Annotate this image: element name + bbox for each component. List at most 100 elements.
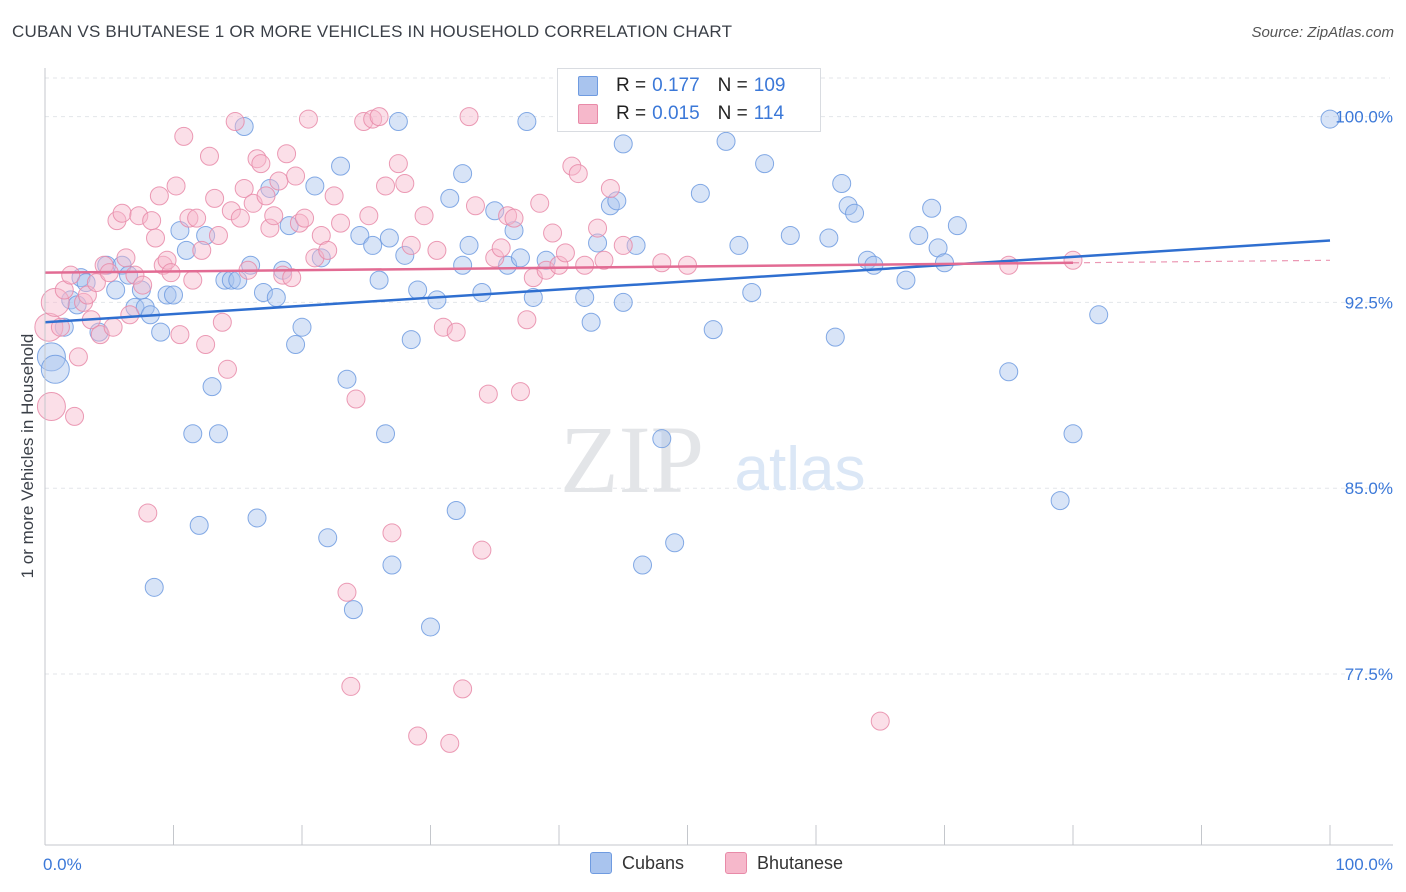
- point-cubans: [253, 283, 273, 303]
- point-cubans: [369, 270, 389, 290]
- point-bhutanese: [376, 176, 396, 196]
- point-cubans: [600, 196, 620, 216]
- point-bhutanese: [414, 206, 434, 226]
- point-cubans: [76, 273, 96, 293]
- point-cubans: [665, 533, 685, 553]
- watermark-atlas: atlas: [735, 435, 866, 504]
- point-cubans: [523, 287, 543, 307]
- point-cubans: [395, 245, 415, 265]
- point-cubans: [716, 131, 736, 151]
- point-cubans: [208, 424, 228, 444]
- point-bhutanese: [536, 260, 556, 280]
- trend-line-bhutanese-extension: [1072, 259, 1331, 264]
- point-cubans: [922, 198, 942, 218]
- point-cubans: [845, 203, 865, 223]
- point-bhutanese: [192, 240, 212, 260]
- point-bhutanese: [277, 144, 297, 164]
- point-bhutanese: [187, 208, 207, 228]
- point-bhutanese: [286, 166, 306, 186]
- point-bhutanese: [652, 253, 672, 273]
- point-bhutanese: [146, 228, 166, 248]
- y-tick-label: 85.0%: [1345, 479, 1393, 498]
- legend-n-value: 114: [753, 103, 785, 124]
- point-cubans: [427, 290, 447, 310]
- point-cubans: [292, 317, 312, 337]
- legend-n-value: 109: [753, 75, 786, 96]
- point-cubans: [1089, 305, 1109, 325]
- legend-swatch-bhutanese: [725, 852, 747, 874]
- point-cubans: [305, 176, 325, 196]
- point-cubans: [1063, 424, 1083, 444]
- point-cubans: [388, 112, 408, 132]
- point-cubans: [106, 280, 126, 300]
- point-cubans: [36, 342, 66, 372]
- legend-label-cubans: Cubans: [622, 852, 685, 873]
- point-cubans: [337, 369, 357, 389]
- point-bhutanese: [472, 540, 492, 560]
- point-cubans: [819, 228, 839, 248]
- point-cubans: [909, 226, 929, 246]
- point-bhutanese: [341, 676, 361, 696]
- y-tick-label: 100.0%: [1335, 108, 1393, 127]
- point-bhutanese: [568, 164, 588, 184]
- point-cubans: [286, 335, 306, 355]
- point-bhutanese: [86, 273, 106, 293]
- point-cubans: [311, 248, 331, 268]
- legend-swatch-cubans: [590, 852, 612, 874]
- point-bhutanese: [337, 582, 357, 602]
- point-bhutanese: [298, 109, 318, 129]
- point-bhutanese: [324, 186, 344, 206]
- point-cubans: [838, 196, 858, 216]
- point-bhutanese: [600, 178, 620, 198]
- point-bhutanese: [453, 679, 473, 699]
- point-bhutanese: [256, 186, 276, 206]
- stats-legend: R = 0.177 N = 109 R = 0.015 N = 114: [557, 68, 821, 132]
- point-bhutanese: [510, 382, 530, 402]
- point-bhutanese: [613, 235, 633, 255]
- point-cubans: [896, 270, 916, 290]
- point-bhutanese: [427, 240, 447, 260]
- point-cubans: [652, 429, 672, 449]
- point-bhutanese: [282, 268, 302, 288]
- point-bhutanese: [530, 193, 550, 213]
- point-bhutanese: [138, 503, 158, 523]
- x-tick-label: 0.0%: [43, 855, 82, 874]
- legend-swatch-bhutanese: [578, 104, 598, 124]
- point-cubans: [151, 322, 171, 342]
- point-cubans: [421, 617, 440, 637]
- point-cubans: [999, 362, 1019, 382]
- point-bhutanese: [485, 248, 505, 268]
- legend-n-label: N =: [717, 75, 748, 96]
- point-bhutanese: [408, 726, 428, 746]
- watermark-zip: ZIP: [560, 406, 704, 513]
- trend-lines: [44, 239, 1331, 324]
- point-bhutanese: [369, 107, 389, 127]
- point-cubans: [690, 183, 710, 203]
- point-bhutanese: [594, 250, 614, 270]
- legend-r-label: R =: [616, 75, 647, 96]
- point-cubans: [755, 154, 775, 174]
- point-cubans: [453, 164, 473, 184]
- legend-row-cubans: R = 0.177 N = 109: [578, 73, 785, 99]
- point-cubans: [832, 173, 852, 193]
- data-points: [34, 107, 1340, 753]
- point-bhutanese: [68, 347, 88, 367]
- point-bhutanese: [149, 186, 169, 206]
- point-cubans: [613, 292, 633, 312]
- legend-row-bhutanese: R = 0.015 N = 114: [578, 101, 784, 127]
- point-cubans: [144, 577, 164, 597]
- point-bhutanese: [264, 206, 284, 226]
- point-bhutanese: [251, 154, 271, 174]
- legend-item-bhutanese[interactable]: Bhutanese: [725, 852, 843, 874]
- point-cubans: [947, 216, 967, 236]
- point-bhutanese: [331, 213, 351, 233]
- point-bhutanese: [120, 305, 140, 325]
- point-bhutanese: [269, 171, 289, 191]
- trend-line-cubans: [44, 239, 1331, 324]
- point-bhutanese: [230, 208, 250, 228]
- point-cubans: [343, 600, 363, 620]
- point-bhutanese: [234, 178, 254, 198]
- point-bhutanese: [116, 248, 136, 268]
- point-cubans: [176, 240, 196, 260]
- legend-item-cubans[interactable]: Cubans: [590, 852, 684, 874]
